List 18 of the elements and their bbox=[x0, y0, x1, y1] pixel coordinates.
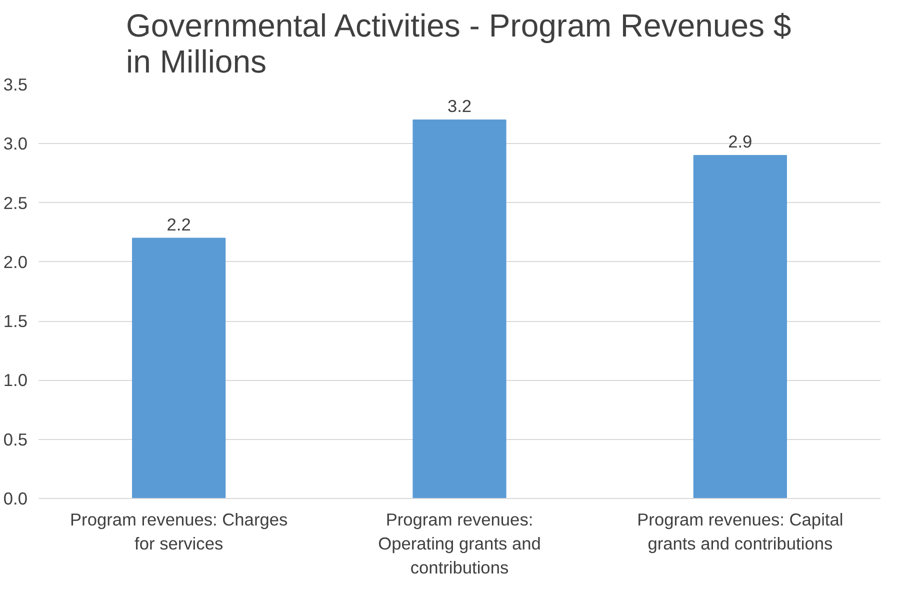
x-tick-label: Program revenues: Capital grants and contributions bbox=[637, 510, 844, 554]
y-tick-label: 0.0 bbox=[3, 488, 28, 508]
y-tick-label: 2.5 bbox=[3, 192, 28, 213]
data-label: 2.2 bbox=[166, 214, 191, 234]
chart-title: Governmental Activities - Program Revenues $ in Millions bbox=[126, 8, 792, 80]
y-tick-label: 2.0 bbox=[3, 252, 28, 272]
x-tick-label: Program revenues: Charges for services bbox=[70, 510, 288, 554]
bar bbox=[412, 119, 506, 498]
y-tick-label: 3.5 bbox=[3, 74, 28, 94]
bar bbox=[132, 238, 226, 498]
y-tick-label: 1.0 bbox=[3, 370, 28, 390]
data-label: 2.9 bbox=[728, 131, 752, 152]
bar bbox=[693, 154, 787, 498]
data-label: 3.2 bbox=[447, 96, 472, 116]
y-tick-label: 3.0 bbox=[3, 134, 28, 154]
y-tick-label: 1.5 bbox=[3, 311, 28, 332]
y-tick-label: 0.5 bbox=[3, 429, 28, 450]
x-tick-label: Program revenues: Operating grants and contributions bbox=[378, 510, 541, 578]
